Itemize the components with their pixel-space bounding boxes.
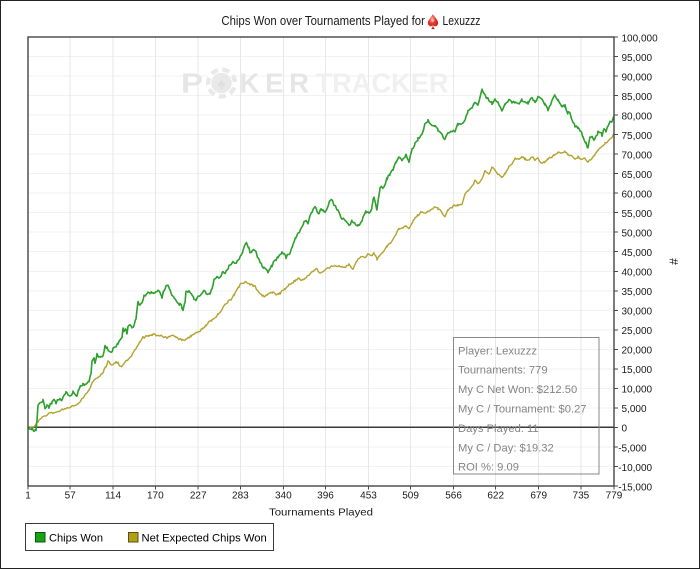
svg-text:Lexuzzz: Lexuzzz — [443, 13, 481, 28]
svg-text:Tournaments: 779: Tournaments: 779 — [458, 365, 548, 377]
svg-text:50,000: 50,000 — [622, 229, 653, 240]
svg-text:ROI %: 9.09: ROI %: 9.09 — [458, 462, 519, 474]
svg-text:566: 566 — [445, 491, 462, 502]
svg-text:40,000: 40,000 — [622, 268, 653, 279]
svg-text:My C / Tournament: $0.27: My C / Tournament: $0.27 — [458, 404, 587, 416]
svg-text:622: 622 — [487, 491, 504, 502]
svg-text:Net Expected Chips Won: Net Expected Chips Won — [142, 533, 267, 545]
svg-text:735: 735 — [573, 491, 590, 502]
svg-text:57: 57 — [65, 491, 77, 502]
svg-text:114: 114 — [105, 491, 121, 502]
svg-text:KER: KER — [240, 68, 310, 99]
svg-text:1: 1 — [25, 491, 31, 502]
svg-text:20,000: 20,000 — [622, 346, 653, 357]
svg-text:779: 779 — [606, 491, 623, 502]
svg-text:679: 679 — [530, 491, 547, 502]
svg-text:75,000: 75,000 — [622, 131, 653, 142]
svg-text:35,000: 35,000 — [622, 287, 653, 298]
svg-text:55,000: 55,000 — [622, 209, 653, 220]
svg-text:Chips Won over Tournaments Pla: Chips Won over Tournaments Played for — [221, 13, 425, 28]
svg-text:227: 227 — [190, 491, 207, 502]
svg-text:P: P — [181, 68, 203, 99]
svg-text:60,000: 60,000 — [622, 190, 653, 201]
svg-text:65,000: 65,000 — [622, 170, 653, 181]
svg-text:95,000: 95,000 — [622, 53, 653, 64]
svg-text:♠: ♠ — [218, 76, 226, 93]
svg-text:396: 396 — [317, 491, 334, 502]
svg-text:Player: Lexuzzz: Player: Lexuzzz — [458, 345, 537, 357]
svg-text:#: # — [667, 258, 681, 265]
svg-text:TRACKER: TRACKER — [316, 68, 449, 99]
svg-text:85,000: 85,000 — [622, 92, 653, 103]
svg-text:283: 283 — [232, 491, 249, 502]
svg-text:My C Net Won: $212.50: My C Net Won: $212.50 — [458, 384, 577, 396]
svg-text:0: 0 — [622, 424, 628, 435]
svg-text:45,000: 45,000 — [622, 248, 653, 259]
svg-text:509: 509 — [402, 491, 419, 502]
svg-text:90,000: 90,000 — [622, 72, 653, 83]
svg-text:Tournaments Played: Tournaments Played — [269, 507, 373, 519]
svg-text:15,000: 15,000 — [622, 365, 653, 376]
svg-text:-15,000: -15,000 — [618, 482, 652, 493]
svg-text:-5,000: -5,000 — [618, 443, 647, 454]
svg-text:30,000: 30,000 — [622, 307, 653, 318]
svg-text:Days Played: 11: Days Played: 11 — [458, 423, 539, 435]
svg-text:My C / Day: $19.32: My C / Day: $19.32 — [458, 442, 554, 454]
svg-text:10,000: 10,000 — [622, 385, 653, 396]
svg-text:25,000: 25,000 — [622, 326, 653, 337]
svg-text:Chips Won: Chips Won — [49, 533, 103, 545]
svg-text:70,000: 70,000 — [622, 150, 653, 161]
svg-text:100,000: 100,000 — [622, 33, 659, 44]
svg-text:-10,000: -10,000 — [618, 463, 652, 474]
svg-text:340: 340 — [275, 491, 292, 502]
svg-text:5,000: 5,000 — [622, 404, 647, 415]
svg-text:170: 170 — [147, 491, 164, 502]
svg-text:80,000: 80,000 — [622, 111, 653, 122]
svg-text:453: 453 — [360, 491, 377, 502]
